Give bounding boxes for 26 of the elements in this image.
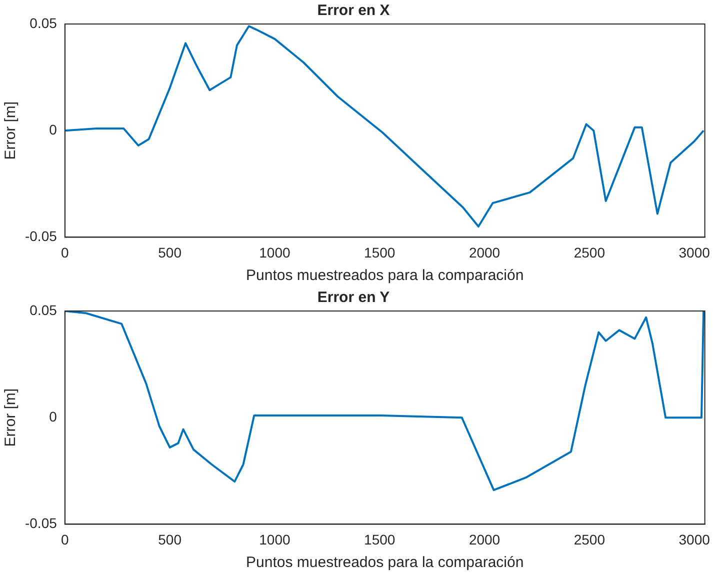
x-tick-label: 3000 (678, 244, 710, 260)
y-axis-title: Error [m] (2, 101, 20, 160)
y-tick-label: 0.05 (30, 14, 58, 31)
chart-title: Error en X (317, 2, 390, 20)
x-axis-title: Puntos muestreados para la comparación (246, 267, 524, 284)
x-tick-label: 500 (158, 531, 182, 548)
x-tick-label: 500 (158, 244, 182, 260)
y-axis-title: Error [m] (2, 388, 20, 447)
x-tick-label: 1500 (364, 531, 396, 548)
x-tick-label: 2500 (574, 531, 606, 548)
x-tick-label: 1500 (364, 244, 396, 260)
x-tick-label: 2500 (574, 244, 606, 260)
x-axis-title: Puntos muestreados para la comparación (246, 554, 524, 572)
chart-title: Error en Y (317, 289, 390, 306)
y-tick-label: 0.05 (30, 302, 58, 318)
y-tick-label: 0 (49, 121, 58, 138)
x-tick-label: 3000 (678, 531, 710, 548)
x-tick-label: 1000 (259, 244, 290, 260)
y-tick-label: 0 (49, 408, 58, 424)
x-tick-label: 1000 (259, 531, 290, 548)
x-tick-label: 2000 (468, 531, 500, 548)
y-tick-label: -0.05 (24, 515, 58, 532)
y-tick-label: -0.05 (24, 228, 58, 244)
x-tick-label: 0 (61, 531, 70, 548)
x-tick-label: 2000 (468, 244, 500, 260)
x-tick-label: 0 (61, 244, 70, 260)
